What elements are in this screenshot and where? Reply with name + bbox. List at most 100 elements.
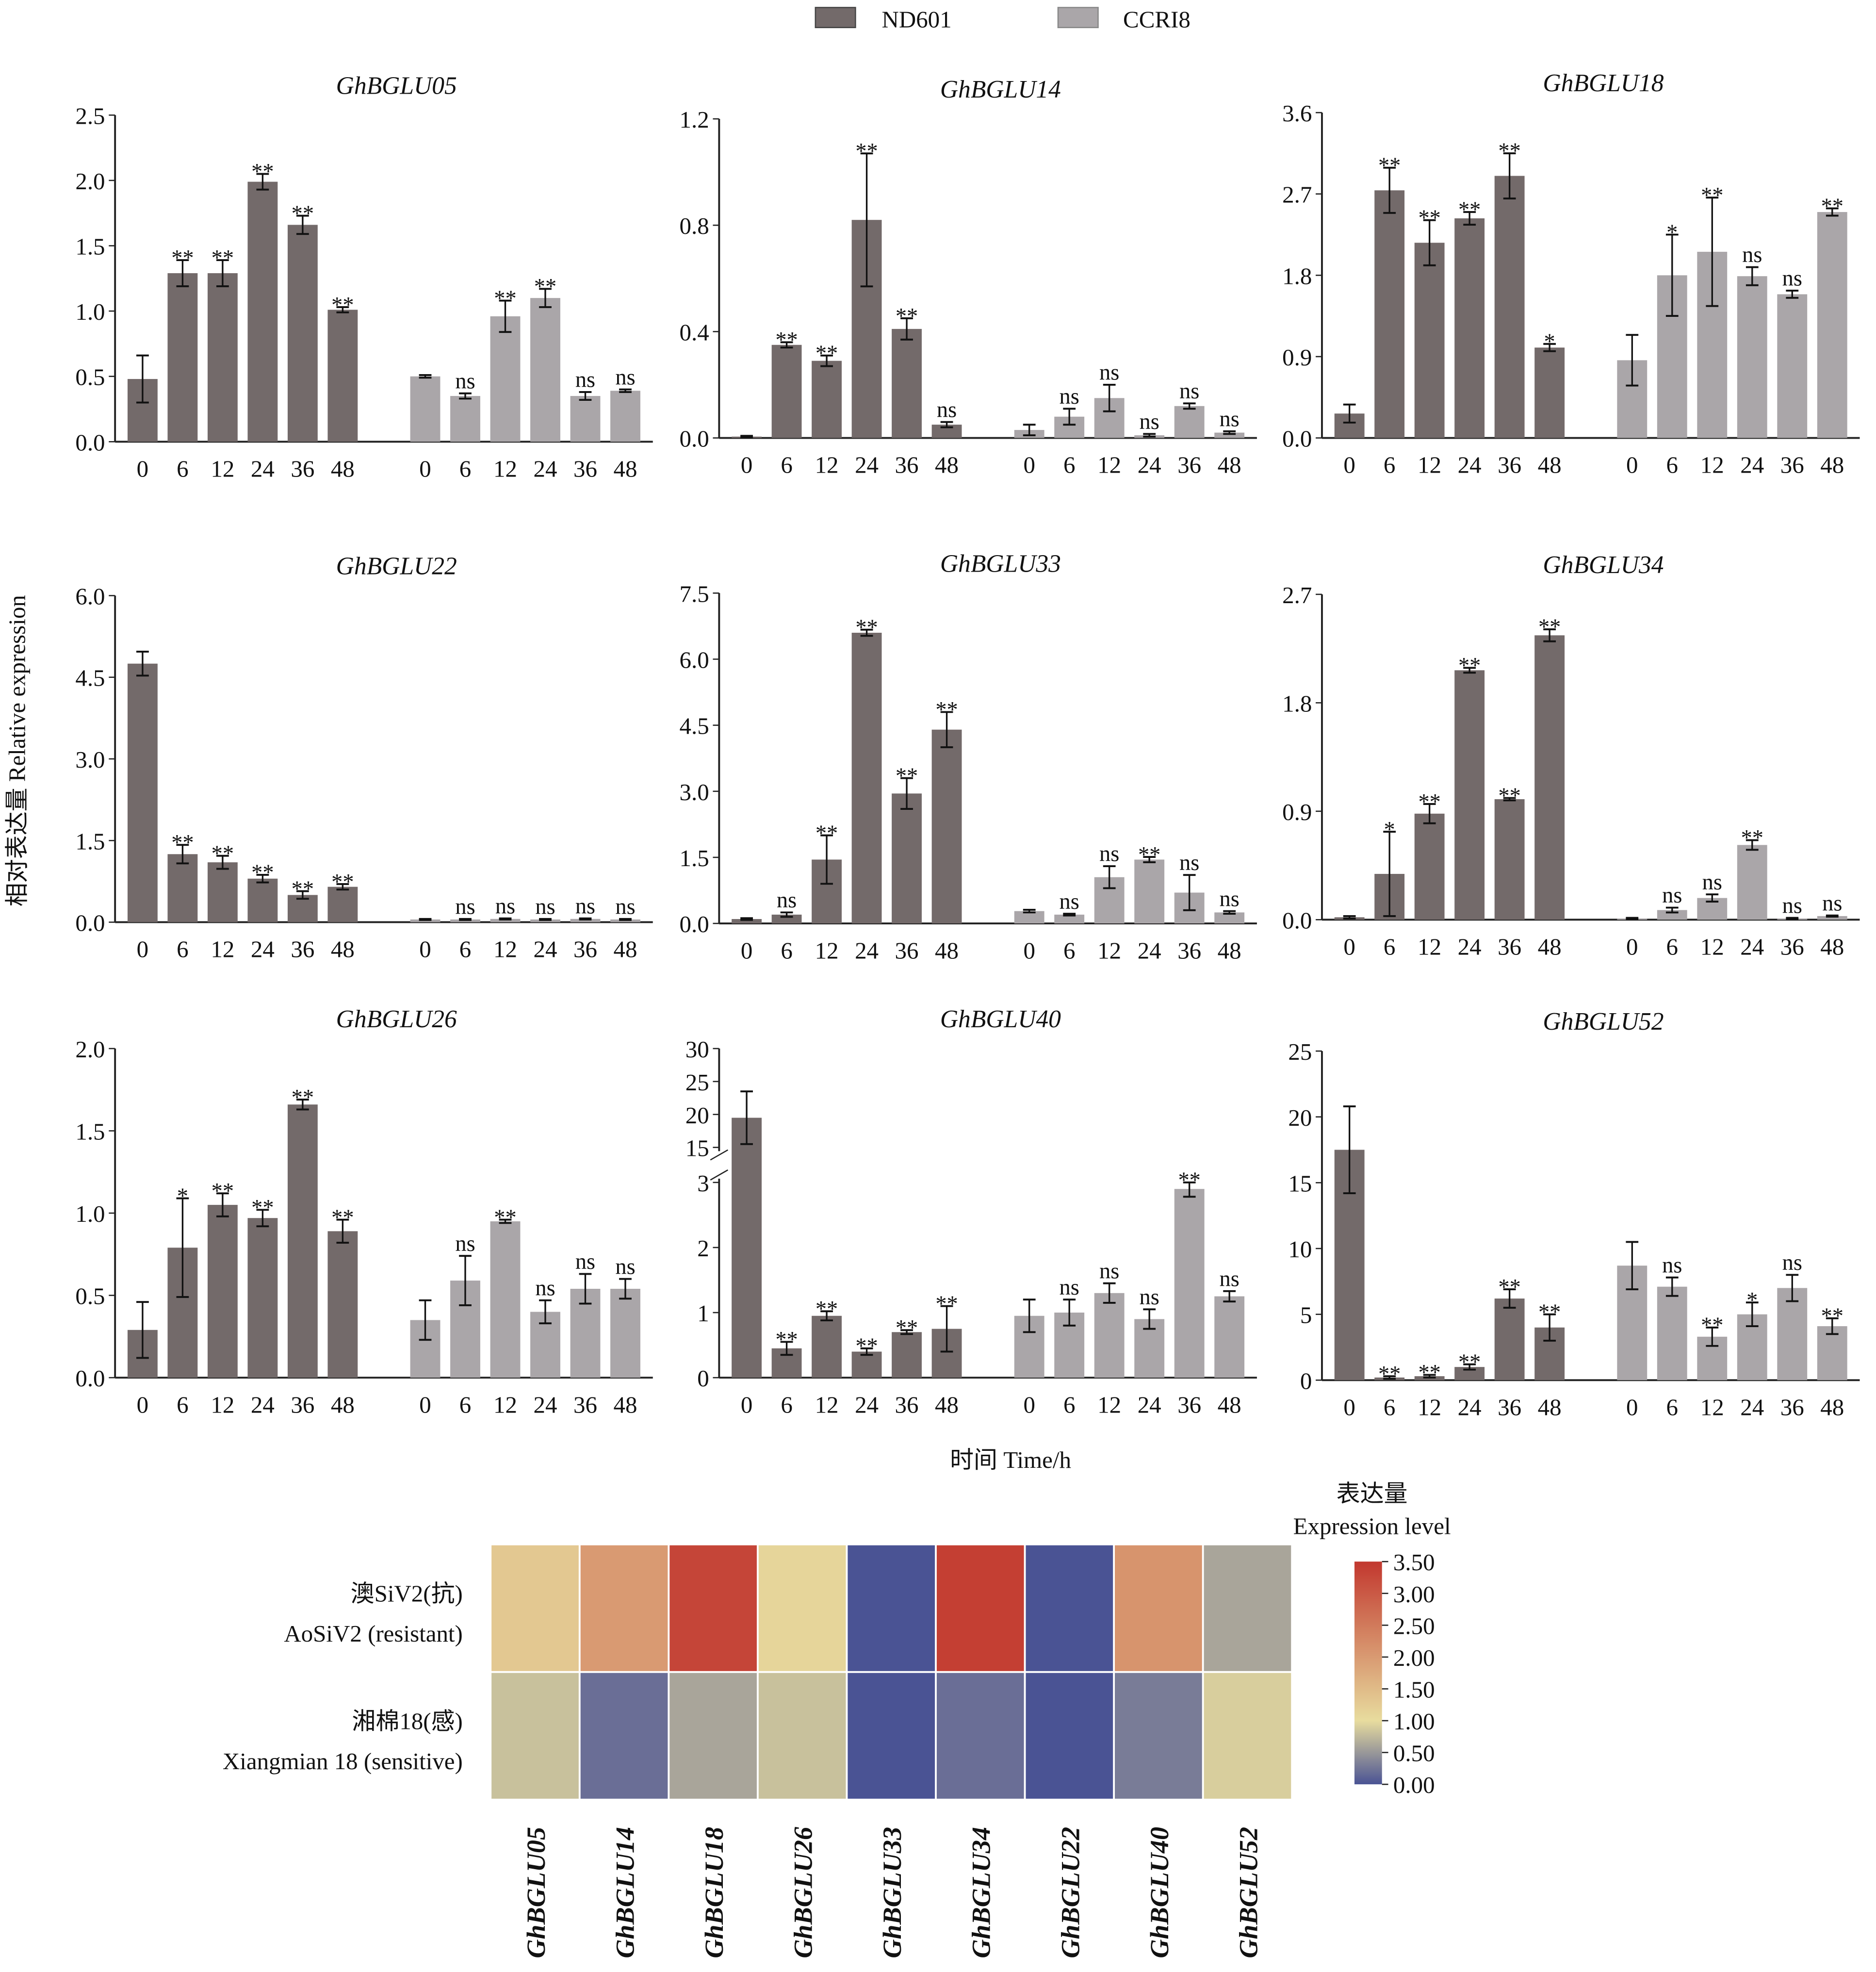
bar-nd601 (931, 729, 962, 924)
axis-break-mark (710, 1169, 729, 1181)
y-tick-label: 1.8 (1282, 263, 1312, 289)
bar-ccri8 (450, 396, 480, 442)
row-label-cn: 湘棉18(感) (352, 1708, 462, 1735)
bar-ccri8 (490, 919, 521, 922)
column-label: GhBGLU26 (789, 1826, 818, 1958)
significance-label: ns (575, 894, 595, 919)
bar-nd601 (771, 345, 802, 438)
colorbar-title: 表达量 (1337, 1480, 1408, 1507)
heatmap-cell (580, 1673, 668, 1799)
bar-ccri8 (410, 376, 440, 442)
x-tick-label: 6 (1063, 452, 1075, 478)
x-tick-label: 24 (251, 1391, 275, 1418)
significance-label: ** (331, 870, 354, 894)
x-tick-label: 0 (1023, 937, 1035, 964)
x-tick-label: 48 (614, 936, 637, 963)
bar-nd601 (771, 914, 802, 924)
significance-label: ** (896, 1316, 918, 1341)
x-tick-label: 6 (1666, 934, 1678, 960)
x-tick-label: 24 (1740, 934, 1764, 960)
bar-nd601 (892, 793, 922, 924)
significance-label: ** (251, 160, 274, 184)
x-tick-label: 6 (781, 937, 792, 964)
bar-nd601 (1494, 176, 1525, 438)
x-tick-label: 0 (1023, 452, 1035, 478)
heatmap-cell (1204, 1673, 1291, 1799)
significance-label: ns (535, 1276, 555, 1300)
bar-ccri8 (1817, 212, 1847, 438)
significance-label: * (1746, 1288, 1758, 1313)
x-tick-label: 24 (1740, 1394, 1764, 1420)
significance-label: ** (1458, 1350, 1481, 1375)
panel-ghbglu14: GhBGLU14 0.0 0.4 0.8 1.2 0 ** 6 ** 12 ** 24 ** 36 ns 48… (680, 76, 1257, 478)
y-tick-label: 2.0 (75, 1036, 105, 1063)
heatmap-cell (669, 1673, 757, 1799)
panel-ghbglu52: GhBGLU52 0 5 10 15 20 25 0 ** 6 ** 12 ** 24 ** 36 ** 48 0 n… (1288, 1008, 1860, 1420)
bar-nd601 (207, 273, 238, 442)
heatmap-cell (848, 1673, 935, 1799)
heatmap-cell (848, 1545, 935, 1671)
x-tick-label: 0 (1343, 1394, 1355, 1420)
x-tick-label: 36 (1780, 452, 1804, 478)
bar-nd601 (247, 1218, 278, 1378)
x-tick-label: 36 (573, 936, 597, 963)
significance-label: ** (1458, 654, 1481, 678)
significance-label: ns (1060, 1275, 1079, 1300)
bar-nd601 (732, 919, 762, 924)
x-tick-label: 24 (855, 452, 879, 478)
y-tick-label: 20 (685, 1102, 709, 1129)
axis-break-gap (709, 1151, 729, 1179)
x-tick-label: 36 (1780, 1394, 1804, 1420)
colorbar-tick-label: 2.00 (1393, 1644, 1435, 1671)
panel-ghbglu22: GhBGLU22 0.0 1.5 3.0 4.5 6.0 0 ** 6 ** 12 ** 24 ** 36 *… (75, 553, 653, 963)
heatmap-cell (936, 1545, 1024, 1671)
panel-title: GhBGLU05 (336, 72, 457, 99)
y-tick-label: 1.5 (75, 233, 105, 260)
row-label-cn: 澳SiV2(抗) (351, 1580, 463, 1607)
colorbar (1354, 1561, 1382, 1785)
bar-ccri8 (1817, 916, 1847, 920)
colorbar-subtitle: Expression level (1293, 1512, 1451, 1539)
significance-label: ns (1662, 883, 1682, 908)
panel-ghbglu18: GhBGLU180.00.91.82.73.60**6**12**24**36*… (1282, 69, 1860, 478)
significance-label: ** (1498, 1275, 1520, 1299)
y-tick-label: 0.0 (75, 429, 105, 456)
y-tick-label: 0.5 (75, 364, 105, 391)
x-tick-label: 24 (1740, 452, 1764, 478)
x-tick-label: 12 (493, 936, 517, 963)
bar-nd601 (1494, 1298, 1525, 1380)
significance-label: ns (1179, 379, 1199, 404)
bar-nd601 (851, 632, 882, 924)
significance-label: ns (495, 894, 515, 919)
x-tick-label: 36 (895, 937, 919, 964)
significance-label: ** (1138, 842, 1160, 867)
y-tick-label: 0.4 (680, 319, 709, 345)
bar-nd601 (1534, 347, 1565, 438)
bar-ccri8 (1214, 912, 1245, 924)
significance-label: ns (937, 397, 957, 422)
x-tick-label: 36 (291, 455, 314, 482)
bar-ccri8 (1657, 1286, 1687, 1380)
y-tick-label: 0.5 (75, 1283, 105, 1310)
y-tick-label: 6.0 (680, 646, 709, 673)
y-tick-label: 2 (697, 1235, 709, 1262)
x-tick-label: 12 (211, 455, 234, 482)
x-tick-label: 48 (935, 937, 959, 964)
x-tick-label: 12 (815, 937, 839, 964)
significance-label: ** (292, 1085, 314, 1110)
y-tick-label: 4.5 (75, 665, 105, 691)
x-tick-label: 36 (1498, 452, 1521, 478)
panel-title: GhBGLU33 (940, 550, 1061, 577)
panel-title: GhBGLU18 (1543, 69, 1664, 97)
x-tick-label: 24 (534, 1391, 557, 1418)
column-label: GhBGLU40 (1145, 1827, 1174, 1958)
x-tick-label: 12 (1700, 1394, 1724, 1420)
heatmap-cell (936, 1673, 1024, 1799)
y-tick-label: 1 (697, 1300, 709, 1327)
heatmap-cell (491, 1673, 579, 1799)
x-tick-label: 24 (1458, 934, 1482, 960)
significance-label: ** (935, 698, 958, 723)
y-tick-label: 0.0 (1282, 426, 1312, 452)
bar-nd601 (327, 310, 358, 442)
axis-break-mark (710, 1149, 729, 1161)
